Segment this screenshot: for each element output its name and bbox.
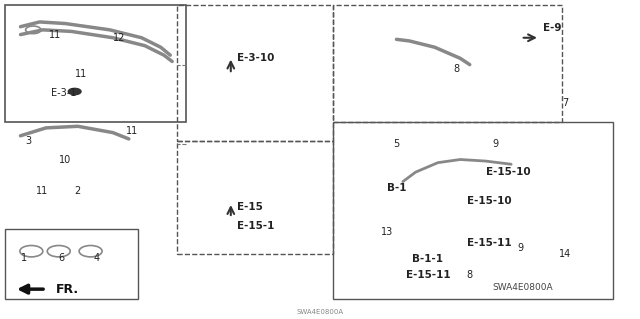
Text: 3: 3 <box>26 136 32 145</box>
Text: 8: 8 <box>454 64 460 74</box>
Text: E-15-10: E-15-10 <box>486 167 531 177</box>
Circle shape <box>68 88 81 95</box>
Text: 5: 5 <box>394 139 399 149</box>
Text: FR.: FR. <box>56 283 79 296</box>
Text: B-1: B-1 <box>387 183 406 193</box>
Text: E-9: E-9 <box>543 23 561 33</box>
Text: 1: 1 <box>20 253 27 263</box>
Text: 4: 4 <box>94 253 100 263</box>
Text: 11: 11 <box>75 69 87 79</box>
Text: 11: 11 <box>36 186 49 196</box>
Text: 11: 11 <box>125 126 138 136</box>
Text: E-15-11: E-15-11 <box>467 238 511 248</box>
Text: 2: 2 <box>75 186 81 196</box>
Text: 8: 8 <box>467 270 473 280</box>
Text: E-15: E-15 <box>237 202 263 212</box>
Text: E-15-11: E-15-11 <box>406 270 451 280</box>
Text: E-15-10: E-15-10 <box>467 196 511 206</box>
Text: SWA4E0800A: SWA4E0800A <box>492 283 553 292</box>
Text: 13: 13 <box>381 227 393 237</box>
Text: 9: 9 <box>492 139 498 149</box>
Text: 7: 7 <box>562 98 568 108</box>
Text: 14: 14 <box>559 249 572 259</box>
Text: 6: 6 <box>59 253 65 263</box>
Text: 9: 9 <box>518 243 524 253</box>
Text: B-1-1: B-1-1 <box>412 254 444 264</box>
Text: E-3-1: E-3-1 <box>51 88 76 98</box>
Text: SWA4E0800A: SWA4E0800A <box>296 309 344 315</box>
Text: 12: 12 <box>113 33 125 43</box>
Text: 11: 11 <box>49 30 61 40</box>
Text: E-3-10: E-3-10 <box>237 53 275 63</box>
Text: E-15-1: E-15-1 <box>237 221 275 231</box>
Text: 10: 10 <box>59 154 71 165</box>
